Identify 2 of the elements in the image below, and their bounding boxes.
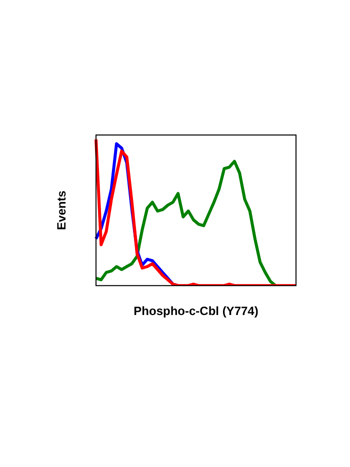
x-axis-title: Phospho-c-Cbl (Y774) — [134, 304, 258, 318]
y-axis-title: Events — [54, 190, 68, 230]
